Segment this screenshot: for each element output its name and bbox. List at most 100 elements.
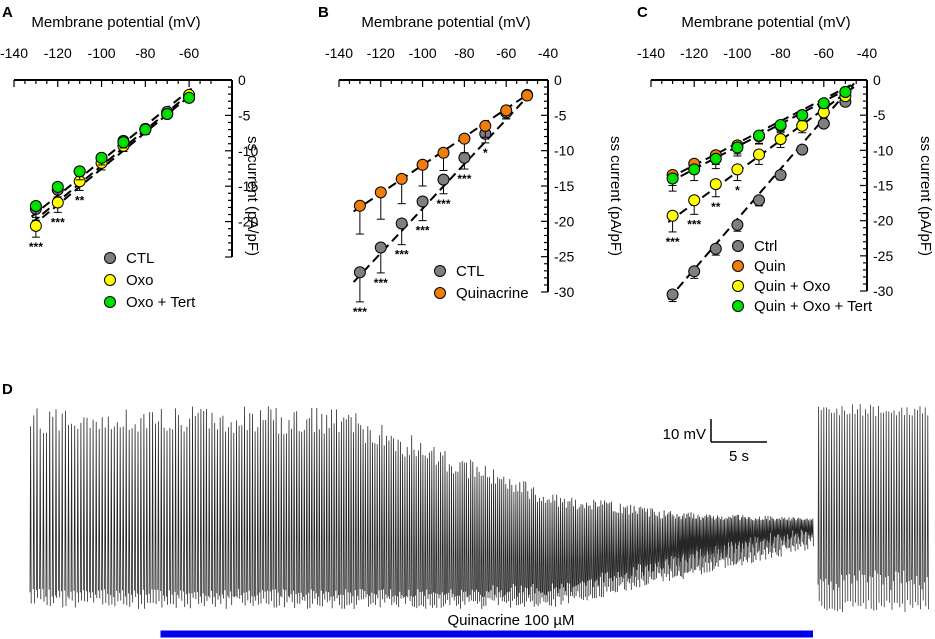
panel-c-y-tick-label: -30: [873, 283, 893, 299]
panel-c-data-point: [731, 163, 744, 176]
panel-c-letter: C: [637, 4, 648, 21]
panel-b-xlabel: Membrane potential (mV): [361, 14, 530, 31]
panel-c-data-point: [688, 163, 701, 176]
panel-b-x-tick-label: -100: [409, 45, 437, 61]
panel-c-data-point: [666, 172, 679, 185]
scale-bar-time-label: 5 s: [729, 448, 749, 465]
panel-c-significance: ***: [666, 235, 680, 249]
panel-a-legend-label: Oxo + Tert: [126, 294, 196, 311]
panel-c-xlabel: Membrane potential (mV): [681, 14, 850, 31]
panel-d-letter: D: [2, 381, 13, 398]
scale-bar-voltage-label: 10 mV: [663, 426, 706, 443]
panel-b-y-tick-label: -20: [554, 213, 574, 229]
panel-b-significance: ***: [436, 197, 450, 211]
panel-a-legend-marker: [104, 274, 116, 286]
panel-b-data-point: [416, 195, 429, 208]
panel-c-data-point: [753, 194, 765, 207]
membrane-potential-trace: [29, 406, 814, 610]
panel-c-ylabel: ss current (pA/pF): [917, 136, 934, 256]
panel-c-y-tick-label: -15: [873, 178, 893, 194]
panel-c-data-point: [774, 168, 787, 181]
panel-b-data-point: [353, 199, 366, 212]
panel-a-legend-label: Oxo: [126, 272, 154, 289]
panel-c-y-tick-label: -20: [873, 213, 893, 229]
panel-a-x-tick-label: -60: [179, 45, 199, 61]
panel-c-data-point: [688, 265, 701, 278]
panel-b-data-point: [374, 186, 387, 199]
panel-b-y-tick-label: -5: [554, 107, 567, 123]
panel-c-x-tick-label: -140: [637, 45, 665, 61]
panel-b-legend-label: CTL: [456, 263, 484, 280]
panel-c-y-tick-label: 0: [873, 72, 881, 88]
panel-c-legend-marker: [732, 260, 744, 272]
panel-c-significance: *: [735, 184, 740, 198]
panel-c-fit-line: [667, 82, 855, 301]
panel-c-data-point: [709, 178, 722, 191]
panel-b-significance: ***: [395, 248, 409, 262]
panel-c-legend-label: Quin + Oxo + Tert: [754, 298, 873, 315]
panel-c-x-tick-label: -100: [723, 45, 751, 61]
panel-d: D 10 mV 5 s Quinacrine 100 µM: [2, 381, 929, 638]
panel-b-y-tick-label: -25: [554, 249, 574, 265]
panel-c-data-point: [666, 288, 679, 301]
panel-a-data-point: [183, 91, 196, 104]
panel-c-x-tick-label: -80: [770, 45, 790, 61]
panel-b-data-point: [437, 146, 450, 159]
panel-b-data-point: [353, 266, 366, 279]
panel-c-legend-label: Quin + Oxo: [754, 278, 830, 295]
panel-a-significance: ***: [29, 240, 43, 254]
panel-a-letter: A: [2, 4, 13, 21]
panel-a-x-tick-label: -140: [0, 45, 28, 61]
panel-a-significance: ***: [51, 215, 65, 229]
panel-c-data-point: [709, 242, 722, 255]
panel-b-significance: ***: [353, 305, 367, 319]
washout-trace: [817, 404, 929, 613]
panel-c-y-tick-label: -10: [873, 142, 893, 158]
panel-c-data-point: [839, 85, 852, 98]
panel-c-x-tick-label: -40: [857, 45, 877, 61]
panel-b-data-point: [521, 89, 534, 102]
panel-b-data-point: [395, 172, 408, 185]
drug-label: Quinacrine 100 µM: [447, 612, 574, 629]
panel-a-legend-marker: [104, 296, 116, 308]
panel-a-x-tick-label: -100: [88, 45, 116, 61]
panel-c-data-point: [796, 109, 809, 122]
panel-b-data-point: [395, 217, 408, 230]
panel-a-data-point: [73, 165, 86, 178]
panel-c-data-point: [753, 129, 765, 142]
panel-b-x-tick-label: -60: [496, 45, 516, 61]
panel-b-significance: ***: [374, 276, 388, 290]
panel-b-data-point: [437, 173, 450, 186]
scale-bar: 10 mV 5 s: [663, 419, 767, 465]
panel-c-data-point: [774, 133, 787, 146]
panel-a-y-tick-label: -20: [238, 214, 258, 230]
panel-a-data-point: [139, 123, 152, 136]
panel-c-data-point: [731, 141, 744, 154]
panel-b-legend-marker: [434, 265, 446, 277]
panel-c-x-tick-label: -120: [680, 45, 708, 61]
panel-b-data-point: [416, 158, 429, 171]
panel-a-ylabel: ss current (pA/pF): [244, 136, 261, 256]
panel-b-data-point: [458, 151, 471, 164]
panel-c-data-point: [796, 143, 809, 156]
panel-a-data-point: [117, 136, 130, 149]
panel-a-data-point: [95, 151, 108, 164]
panel-a-data-point: [161, 107, 174, 120]
panel-a-data-point: [51, 196, 64, 209]
panel-b-y-tick-label: -15: [554, 178, 574, 194]
panel-a-y-tick-label: -15: [238, 178, 258, 194]
panel-b-y-tick-label: 0: [554, 72, 562, 88]
panel-c-data-point: [666, 209, 679, 222]
panel-b-data-point: [500, 104, 513, 117]
panel-c-data-point: [709, 152, 722, 165]
panel-b-x-tick-label: -40: [538, 45, 558, 61]
panel-b-y-tick-label: -30: [554, 284, 574, 300]
panel-b-x-tick-label: -80: [454, 45, 474, 61]
panel-a-y-tick-label: 0: [238, 72, 246, 88]
panel-b-x-tick-label: -120: [367, 45, 395, 61]
panel-c-legend-marker: [732, 280, 744, 292]
panel-a: A Membrane potential (mV) ss current (pA…: [0, 4, 261, 311]
panel-a-data-point: [29, 219, 42, 232]
panel-a-legend-marker: [104, 252, 116, 264]
